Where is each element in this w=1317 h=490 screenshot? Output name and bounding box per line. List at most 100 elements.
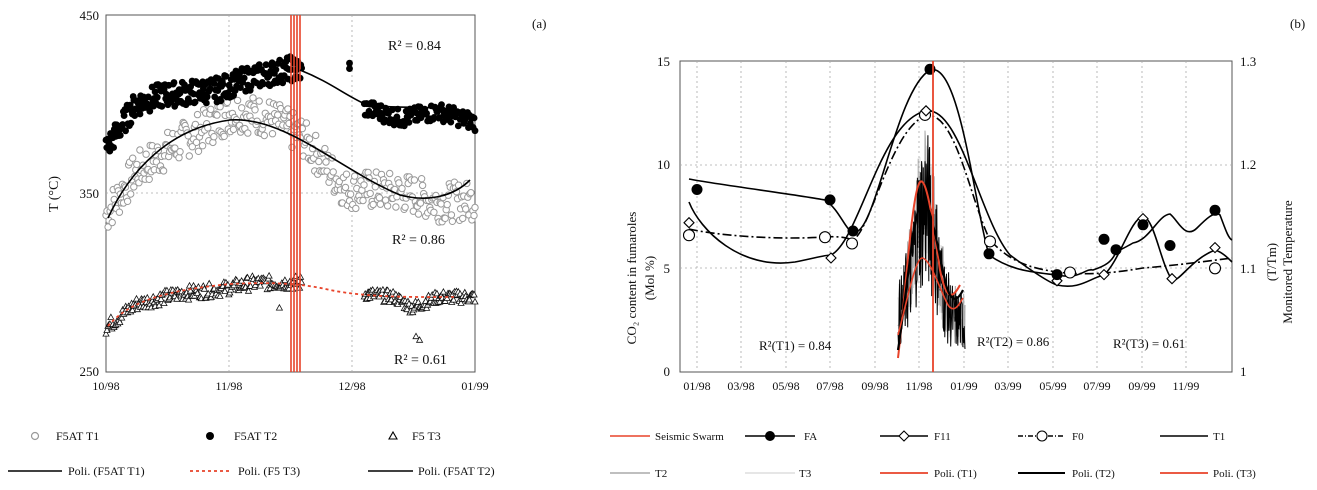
data-point [416,199,425,207]
data-point [447,211,456,219]
data-point [387,295,395,303]
data-point [439,287,448,295]
legend-item-t2: T2 [610,468,667,480]
data-point [222,73,230,80]
data-point [462,205,470,213]
panel-a-ytick-350: 350 [80,186,100,201]
data-point [193,110,202,119]
panel-b-xtick: 01/98 [683,379,710,393]
data-point [346,59,353,67]
data-point [436,297,444,305]
data-point [131,112,139,119]
panel-b-plot-area [679,60,1233,373]
legend-item-poli-t3: Poli. (T3) [1160,468,1256,480]
data-point-f11 [1098,268,1110,281]
data-point [246,282,255,289]
data-point [191,98,199,106]
data-point [441,214,449,223]
data-point-fa [983,248,995,260]
panel-b-r2-t3: R²(T3) = 0.61 [1113,336,1185,351]
legend-label: F5AT T1 [56,429,99,443]
data-point [198,142,207,150]
legend-label: F5 T3 [412,429,441,443]
legend-item-t1: T1 [1160,431,1225,443]
data-point [184,295,193,303]
panel-b-xtick: 03/98 [727,379,754,393]
legend-item-t3: T3 [745,468,812,480]
data-point [136,110,144,118]
data-point [219,80,227,88]
data-point [203,99,210,107]
data-point [471,297,479,305]
data-point [315,157,323,166]
panel-b-xtick: 11/99 [1173,379,1200,393]
data-point [375,194,384,202]
data-point [459,214,467,223]
data-point [193,289,202,296]
panel-b-xtick: 03/99 [994,379,1021,393]
data-point [430,208,438,217]
legend-marker-open-circle [30,431,40,441]
data-point [376,200,385,208]
data-point [412,332,420,340]
data-point [470,290,478,298]
data-point [251,281,260,288]
panel-a: (a) T (°C) 450 350 250 10/98 11/98 12/98… [47,8,546,393]
data-point [414,210,423,218]
panel-b-xtick: 09/98 [861,379,888,393]
legend-item-poli-f5-t3: Poli. (F5 T3) [190,464,300,478]
data-point-f11 [1209,241,1221,254]
legend-label: Poli. (F5AT T2) [418,464,495,478]
panel-a-legend: F5AT T1 F5AT T2 F5 T3 Poli. (F5AT T1) Po… [8,429,495,478]
data-point [173,295,181,302]
panel-b-xtick: 01/99 [950,379,977,393]
data-point [341,183,350,192]
legend-item-seismic-swarm: Seismic Swarm [610,431,724,443]
data-point [470,114,478,122]
data-point [256,281,264,289]
data-point [251,106,259,114]
data-point [207,105,215,114]
data-point [259,80,267,88]
panel-b-legend: Seismic Swarm FA F11 F0 T1 T2 T3 [610,430,1256,480]
data-point [127,190,135,198]
data-point [448,217,457,226]
data-point [170,79,178,86]
panel-a-xtick-1198: 11/98 [216,379,243,393]
data-point [194,147,203,156]
data-point [437,200,445,208]
data-point-f11 [683,216,695,229]
data-point-f11 [1166,272,1178,285]
series-fa [691,63,1221,281]
data-point [128,306,137,313]
legend-label: F0 [1072,431,1084,443]
data-point [471,127,479,135]
data-point [130,183,138,191]
panel-b-xtick: 07/99 [1083,379,1110,393]
data-point [221,287,229,294]
data-point [275,303,284,311]
legend-label: FA [804,431,817,443]
data-point [118,313,126,321]
data-point [360,181,368,189]
panel-b-label: (b) [1290,16,1305,31]
data-point [322,158,330,166]
data-point [116,318,124,325]
data-point [240,74,248,82]
data-point [386,169,394,178]
data-point [414,298,422,305]
data-point-fa [847,225,859,237]
panel-b-ytick-10: 10 [657,157,670,172]
fit-line-poli-t1 [897,180,961,359]
data-point [203,93,211,101]
panel-a-xtick-1098: 10/98 [92,379,119,393]
data-point [279,79,287,87]
data-point [417,175,426,183]
legend-marker-filled-circle [206,432,214,440]
panel-a-ylabel: T (°C) [47,176,62,212]
temperature-traces [897,130,966,350]
legend-marker-filled-circle [765,431,775,441]
data-point [206,85,214,93]
data-point [176,148,184,156]
data-point-f11 [920,105,932,117]
